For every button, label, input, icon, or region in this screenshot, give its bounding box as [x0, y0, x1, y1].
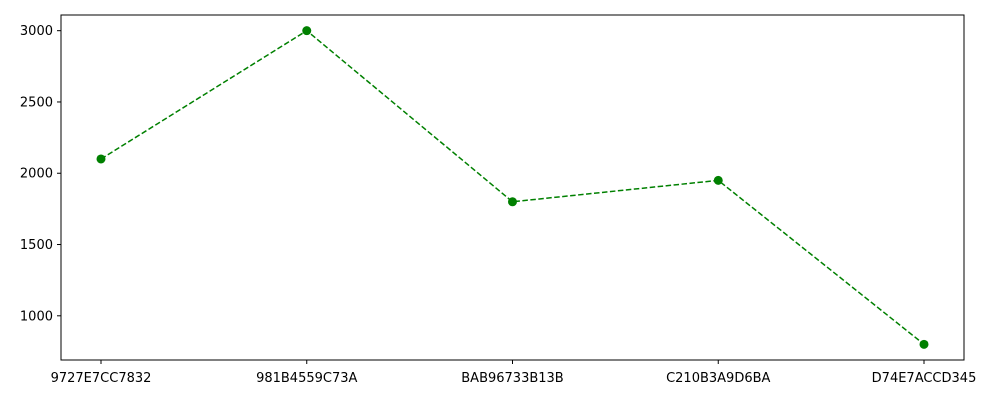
y-tick-label: 2000 — [20, 167, 53, 182]
y-tick-label: 2500 — [20, 95, 53, 110]
y-tick-label: 1500 — [20, 238, 53, 253]
series-line — [100, 29, 925, 345]
x-tick-label: 981B4559C73A — [256, 371, 357, 386]
y-axis: 1000 1500 2000 2500 3000 — [20, 24, 61, 324]
data-point — [508, 197, 517, 207]
x-axis: 9727E7CC7832 981B4559C73A BAB96733B13B C210… — [51, 360, 977, 386]
series-layer — [96, 26, 929, 349]
x-tick-label: 9727E7CC7832 — [51, 371, 152, 386]
x-tick-label: D74E7ACCD345 — [872, 371, 977, 386]
y-tick-label: 1000 — [20, 309, 53, 324]
y-tick-label: 3000 — [20, 24, 53, 39]
x-tick-label: C210B3A9D6BA — [666, 371, 770, 386]
x-tick-label: BAB96733B13B — [461, 371, 563, 386]
data-point — [713, 175, 723, 185]
plot-frame — [60, 14, 965, 361]
data-point — [302, 26, 312, 36]
data-point — [919, 339, 929, 349]
data-point — [96, 154, 106, 164]
